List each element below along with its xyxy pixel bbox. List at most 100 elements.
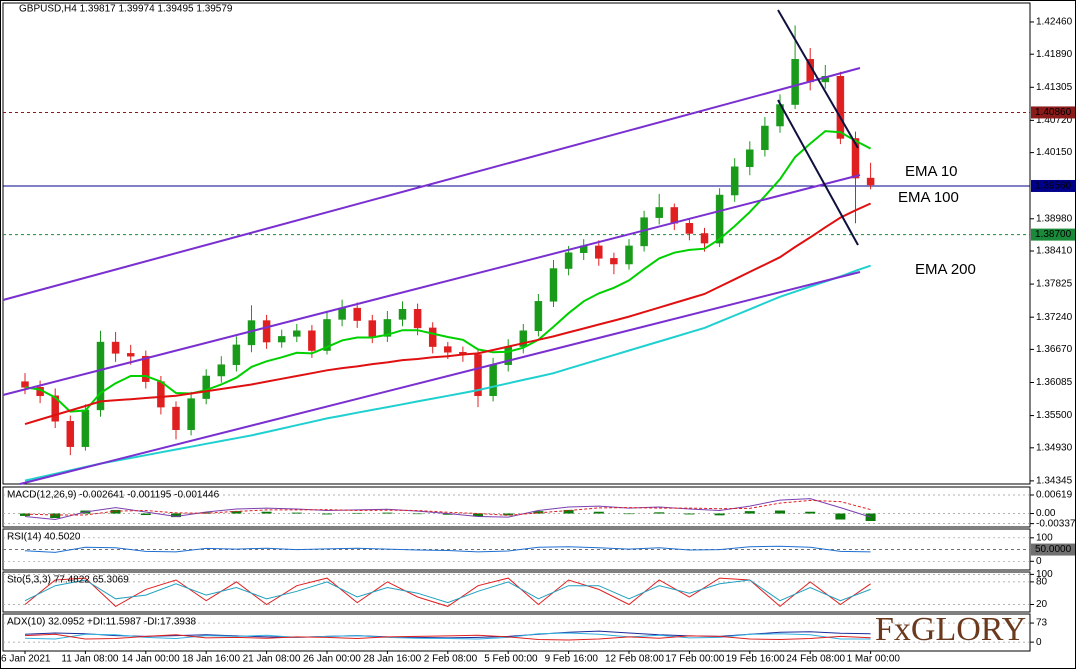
series-line <box>24 579 871 604</box>
y-tick-label: 1.37825 <box>1036 279 1073 290</box>
candle-body <box>111 341 120 354</box>
x-tick-label: 28 Jan 16:00 <box>363 654 421 665</box>
candle-body <box>338 307 346 320</box>
candle-body <box>595 245 603 259</box>
level-label-box <box>1031 179 1075 192</box>
series-line <box>24 264 871 482</box>
candle-body <box>534 301 543 331</box>
series-line <box>24 499 871 516</box>
y-tick-label: 0 <box>1036 637 1042 648</box>
y-tick-label: 1.38980 <box>1036 213 1073 224</box>
series-line <box>24 130 872 413</box>
candle-body <box>761 125 769 151</box>
candle-body <box>398 309 407 320</box>
y-tick-label: 1.40150 <box>1036 147 1073 158</box>
histogram-bar <box>654 512 665 514</box>
channel-upper <box>2 67 861 301</box>
histogram-bar <box>503 513 514 516</box>
channel-lower <box>19 271 861 485</box>
candle-body <box>187 398 195 430</box>
series-line <box>24 633 871 641</box>
histogram-bar <box>261 511 272 514</box>
series-label: EMA 200 <box>915 261 976 278</box>
x-tick-label: 12 Feb 08:00 <box>605 654 664 665</box>
series-line <box>24 577 871 608</box>
candle-body <box>444 346 452 353</box>
x-tick-label: 24 Feb 08:00 <box>786 654 845 665</box>
x-tick-label: 17 Feb 00:00 <box>665 654 724 665</box>
candle-body <box>866 177 875 186</box>
histogram-bar <box>382 512 393 514</box>
level-label-box <box>1031 106 1075 119</box>
histogram-bar <box>593 511 604 514</box>
y-tick-label: 1.36670 <box>1036 344 1073 355</box>
x-tick-label: 9 Feb 16:00 <box>545 654 599 665</box>
logo: FxGLORY <box>875 611 1026 648</box>
candle-body <box>564 252 573 269</box>
candle-body <box>277 336 286 343</box>
candle-body <box>157 381 165 408</box>
y-tick-label: 1.41890 <box>1036 49 1073 60</box>
series-label: EMA 100 <box>898 189 959 206</box>
histogram-bar <box>865 513 876 522</box>
panel-frame <box>2 613 1031 652</box>
trend-lines <box>2 9 861 485</box>
candle-body <box>293 330 301 337</box>
candle-body <box>625 245 633 265</box>
candle-body <box>262 320 271 343</box>
candle-body <box>21 381 29 388</box>
histogram-bar <box>231 511 242 514</box>
x-tick-label: 6 Jan 2021 <box>1 654 51 665</box>
y-tick-label: 1.42460 <box>1036 17 1073 28</box>
panel-title: RSI(14) 40.5020 <box>7 532 81 543</box>
candle-body <box>172 406 180 430</box>
candle-body <box>368 320 377 337</box>
candle-body <box>383 319 392 337</box>
y-tick-label: 100 <box>1036 532 1053 543</box>
candle-body <box>217 364 226 377</box>
histogram-bar <box>533 511 544 514</box>
histogram-bar <box>171 513 181 518</box>
y-tick-label: 0.00619 <box>1036 490 1073 501</box>
x-tick-label: 2 Feb 08:00 <box>424 654 478 665</box>
histogram-bar <box>805 511 816 514</box>
panel-frame <box>2 2 1031 485</box>
candle-body <box>51 395 59 422</box>
candle-body <box>413 309 422 329</box>
down-channel-upper <box>777 9 859 149</box>
y-tick-label: 0.00 <box>1036 508 1056 519</box>
histogram-bar <box>291 512 302 514</box>
y-tick-label: 73 <box>1036 618 1048 629</box>
candle-body <box>489 364 497 397</box>
candle-body <box>142 355 150 382</box>
series-line <box>24 632 871 640</box>
y-tick-label: 1.38410 <box>1036 246 1073 257</box>
y-tick-label: 1.41305 <box>1036 82 1073 93</box>
histogram-bar <box>563 509 574 514</box>
y-tick-label: 20 <box>1036 599 1048 610</box>
x-tick-label: 18 Jan 16:00 <box>182 654 240 665</box>
histogram-bar <box>684 513 695 515</box>
candle-body <box>549 268 558 302</box>
panel-title: GBPUSD,H4 1.39817 1.39974 1.39495 1.3957… <box>19 4 233 15</box>
down-channel-lower <box>777 99 859 246</box>
panel-title: ADX(10) 32.0952 +DI:11.5987 -DI:17.3938 <box>7 617 197 628</box>
y-tick-label: 80 <box>1036 577 1048 588</box>
candle-body <box>66 420 75 447</box>
y-tick-label: -0.003378 <box>1036 518 1076 529</box>
candle-body <box>96 341 105 411</box>
candle-body <box>610 258 618 265</box>
x-tick-label: 1 Mar 00:00 <box>847 654 901 665</box>
panel-frame <box>2 486 1031 528</box>
series-line <box>24 545 871 553</box>
y-tick-label: 1.36085 <box>1036 377 1073 388</box>
level-label: 1.39560 <box>1035 181 1072 192</box>
histogram-bar <box>50 513 61 519</box>
histogram-bar <box>744 511 755 514</box>
histogram-bar <box>714 513 725 516</box>
candle-body <box>655 207 663 218</box>
x-tick-label: 11 Jan 08:00 <box>61 654 119 665</box>
histogram-bar <box>775 510 785 514</box>
